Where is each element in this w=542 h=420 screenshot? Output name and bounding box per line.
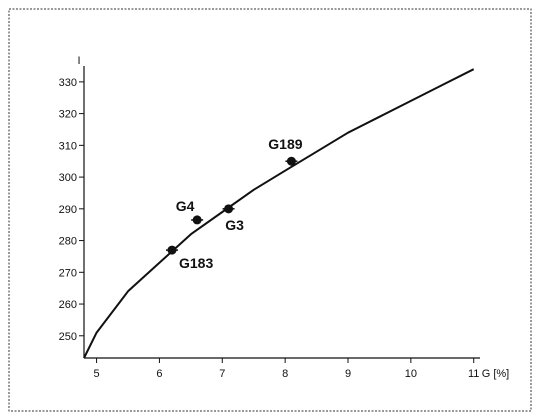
point-label: G3 bbox=[225, 217, 244, 233]
data-points-group: G183 G4 G3 G189 bbox=[166, 136, 303, 271]
data-point bbox=[286, 156, 296, 166]
axes-group: 250 260 270 280 290 300 310 320 330 5 6 7 8 9 10 11 bbox=[59, 66, 480, 380]
figure-border bbox=[8, 8, 532, 412]
y-tick-label: 320 bbox=[59, 109, 77, 121]
y-tick-label: 290 bbox=[59, 204, 77, 216]
x-tick-label: 11 bbox=[468, 368, 479, 380]
y-tick-label: 310 bbox=[59, 140, 77, 152]
point-label: G183 bbox=[179, 255, 213, 271]
x-tick-label: 10 bbox=[405, 368, 417, 380]
y-tick-label: 250 bbox=[59, 331, 77, 343]
y-tick-label: 280 bbox=[59, 236, 77, 248]
point-label: G4 bbox=[176, 198, 195, 214]
x-tick-label: 6 bbox=[156, 368, 162, 380]
x-axis-label: G [%] bbox=[482, 368, 510, 380]
point-label: G189 bbox=[268, 136, 302, 152]
y-axis-label: I bbox=[77, 55, 80, 67]
fit-curve-group bbox=[83, 68, 475, 359]
x-tick-label: 7 bbox=[219, 368, 225, 380]
fit-curve bbox=[83, 68, 475, 359]
data-point bbox=[224, 204, 234, 214]
y-tick-label: 300 bbox=[59, 172, 77, 184]
x-tick-label: 8 bbox=[282, 368, 288, 380]
x-tick-label: 9 bbox=[345, 368, 351, 380]
y-tick-label: 260 bbox=[59, 299, 77, 311]
x-tick-label: 5 bbox=[94, 368, 100, 380]
data-point bbox=[192, 215, 202, 225]
y-tick-label: 330 bbox=[59, 77, 77, 89]
y-tick-label: 270 bbox=[59, 267, 77, 279]
data-point bbox=[167, 245, 177, 255]
